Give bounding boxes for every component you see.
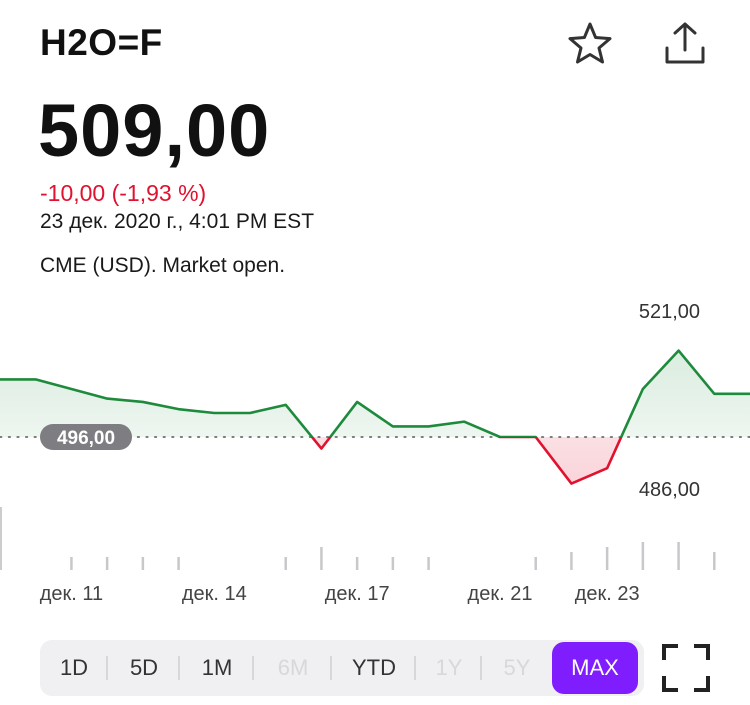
data-point xyxy=(33,376,39,382)
data-point xyxy=(211,410,217,416)
range-tab-1d[interactable]: 1D xyxy=(40,640,108,696)
data-point xyxy=(711,391,717,397)
range-tab-ytd[interactable]: YTD xyxy=(332,640,416,696)
share-icon xyxy=(665,22,705,64)
data-point xyxy=(283,402,289,408)
range-tab-max[interactable]: MAX xyxy=(552,642,638,694)
watchlist-star-button[interactable] xyxy=(565,18,615,68)
x-tick-label: дек. 14 xyxy=(182,583,247,605)
data-point xyxy=(426,423,432,429)
chart-area-up xyxy=(0,350,750,437)
low-label: 486,00 xyxy=(639,479,700,501)
data-point xyxy=(104,396,110,402)
range-tab-6m[interactable]: 6M xyxy=(254,640,332,696)
data-point xyxy=(640,386,646,392)
market-status: CME (USD). Market open. xyxy=(40,254,286,277)
data-point xyxy=(140,399,146,405)
data-point xyxy=(318,446,324,452)
range-selector: 1D 5D 1M 6M YTD 1Y 5Y MAX xyxy=(40,640,644,696)
x-tick-label: дек. 23 xyxy=(575,583,640,605)
price-chart[interactable]: 496,00 521,00 486,00 дек. 11 дек. 14 дек. 17 д… xyxy=(0,295,750,615)
range-tab-5d[interactable]: 5D xyxy=(108,640,180,696)
baseline-label-pill xyxy=(40,424,132,450)
data-point xyxy=(568,481,574,487)
data-point xyxy=(390,423,396,429)
data-point xyxy=(354,399,360,405)
data-point xyxy=(247,410,253,416)
range-tab-5y[interactable]: 5Y xyxy=(503,655,531,680)
chart-area-down xyxy=(0,437,750,484)
x-tick-label: дек. 11 xyxy=(40,583,103,605)
data-point xyxy=(676,348,682,354)
ticker-symbol: H2O=F xyxy=(40,22,163,63)
data-point xyxy=(604,465,610,471)
price-change: -10,00 (-1,93 %) xyxy=(40,180,207,206)
data-point xyxy=(533,434,539,440)
star-icon xyxy=(568,22,612,64)
x-tick-label: дек. 17 xyxy=(325,583,390,605)
share-button[interactable] xyxy=(660,18,710,68)
data-point xyxy=(497,434,503,440)
data-point xyxy=(461,419,467,425)
quote-timestamp: 23 дек. 2020 г., 4:01 PM EST xyxy=(40,210,315,233)
series-line-up xyxy=(0,349,750,437)
data-point xyxy=(176,406,182,412)
x-tick-label: дек. 21 xyxy=(468,583,533,605)
high-label: 521,00 xyxy=(639,301,700,323)
range-tab-1m[interactable]: 1M xyxy=(180,640,254,696)
current-price: 509,00 xyxy=(38,89,271,172)
data-point xyxy=(68,386,74,392)
baseline-label: 496,00 xyxy=(57,428,115,449)
fullscreen-icon xyxy=(662,644,710,692)
range-tab-1y[interactable]: 1Y xyxy=(416,640,482,696)
fullscreen-button[interactable] xyxy=(660,642,712,694)
